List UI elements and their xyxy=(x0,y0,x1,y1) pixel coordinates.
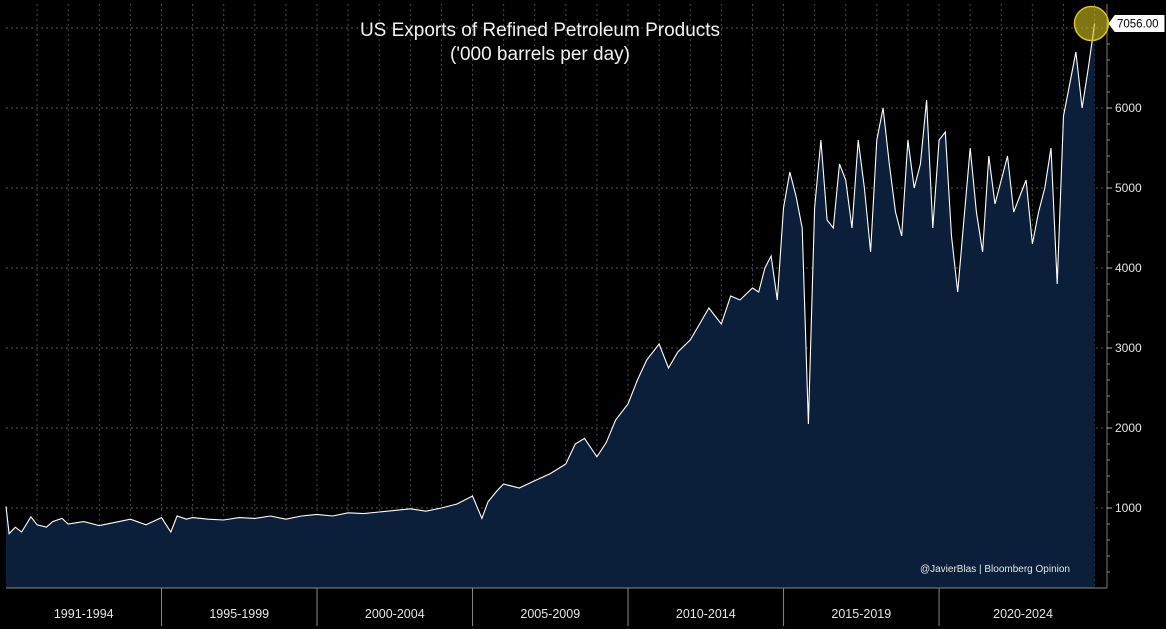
x-tick-label: 2020-2024 xyxy=(993,607,1053,621)
y-tick-label: 5000 xyxy=(1115,181,1142,195)
x-tick-label: 2005-2009 xyxy=(520,607,580,621)
y-tick-label: 1000 xyxy=(1115,501,1142,515)
y-tick-label: 4000 xyxy=(1115,261,1142,275)
chart-subtitle: ('000 barrels per day) xyxy=(450,44,630,65)
last-value-box xyxy=(1108,15,1165,33)
x-tick-label: 1991-1994 xyxy=(54,607,114,621)
credit-text: @JavierBlas | Bloomberg Opinion xyxy=(919,564,1070,575)
x-tick-label: 2010-2014 xyxy=(676,607,736,621)
peak-highlight-circle xyxy=(1073,5,1110,42)
x-tick-label: 1995-1999 xyxy=(209,607,269,621)
y-tick-label: 2000 xyxy=(1115,421,1142,435)
last-value-label: 7056.00 xyxy=(1117,19,1159,31)
x-tick-label: 2015-2019 xyxy=(831,607,891,621)
chart-title: US Exports of Refined Petroleum Products xyxy=(359,20,721,41)
y-tick-label: 6000 xyxy=(1115,101,1142,115)
x-tick-label: 2000-2004 xyxy=(365,607,425,621)
y-tick-label: 3000 xyxy=(1115,341,1142,355)
series-line xyxy=(5,23,1096,535)
